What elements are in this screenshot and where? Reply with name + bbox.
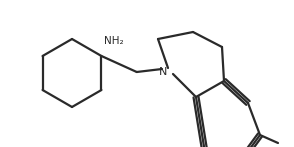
Text: NH₂: NH₂ <box>104 36 124 46</box>
Text: N: N <box>159 67 167 77</box>
